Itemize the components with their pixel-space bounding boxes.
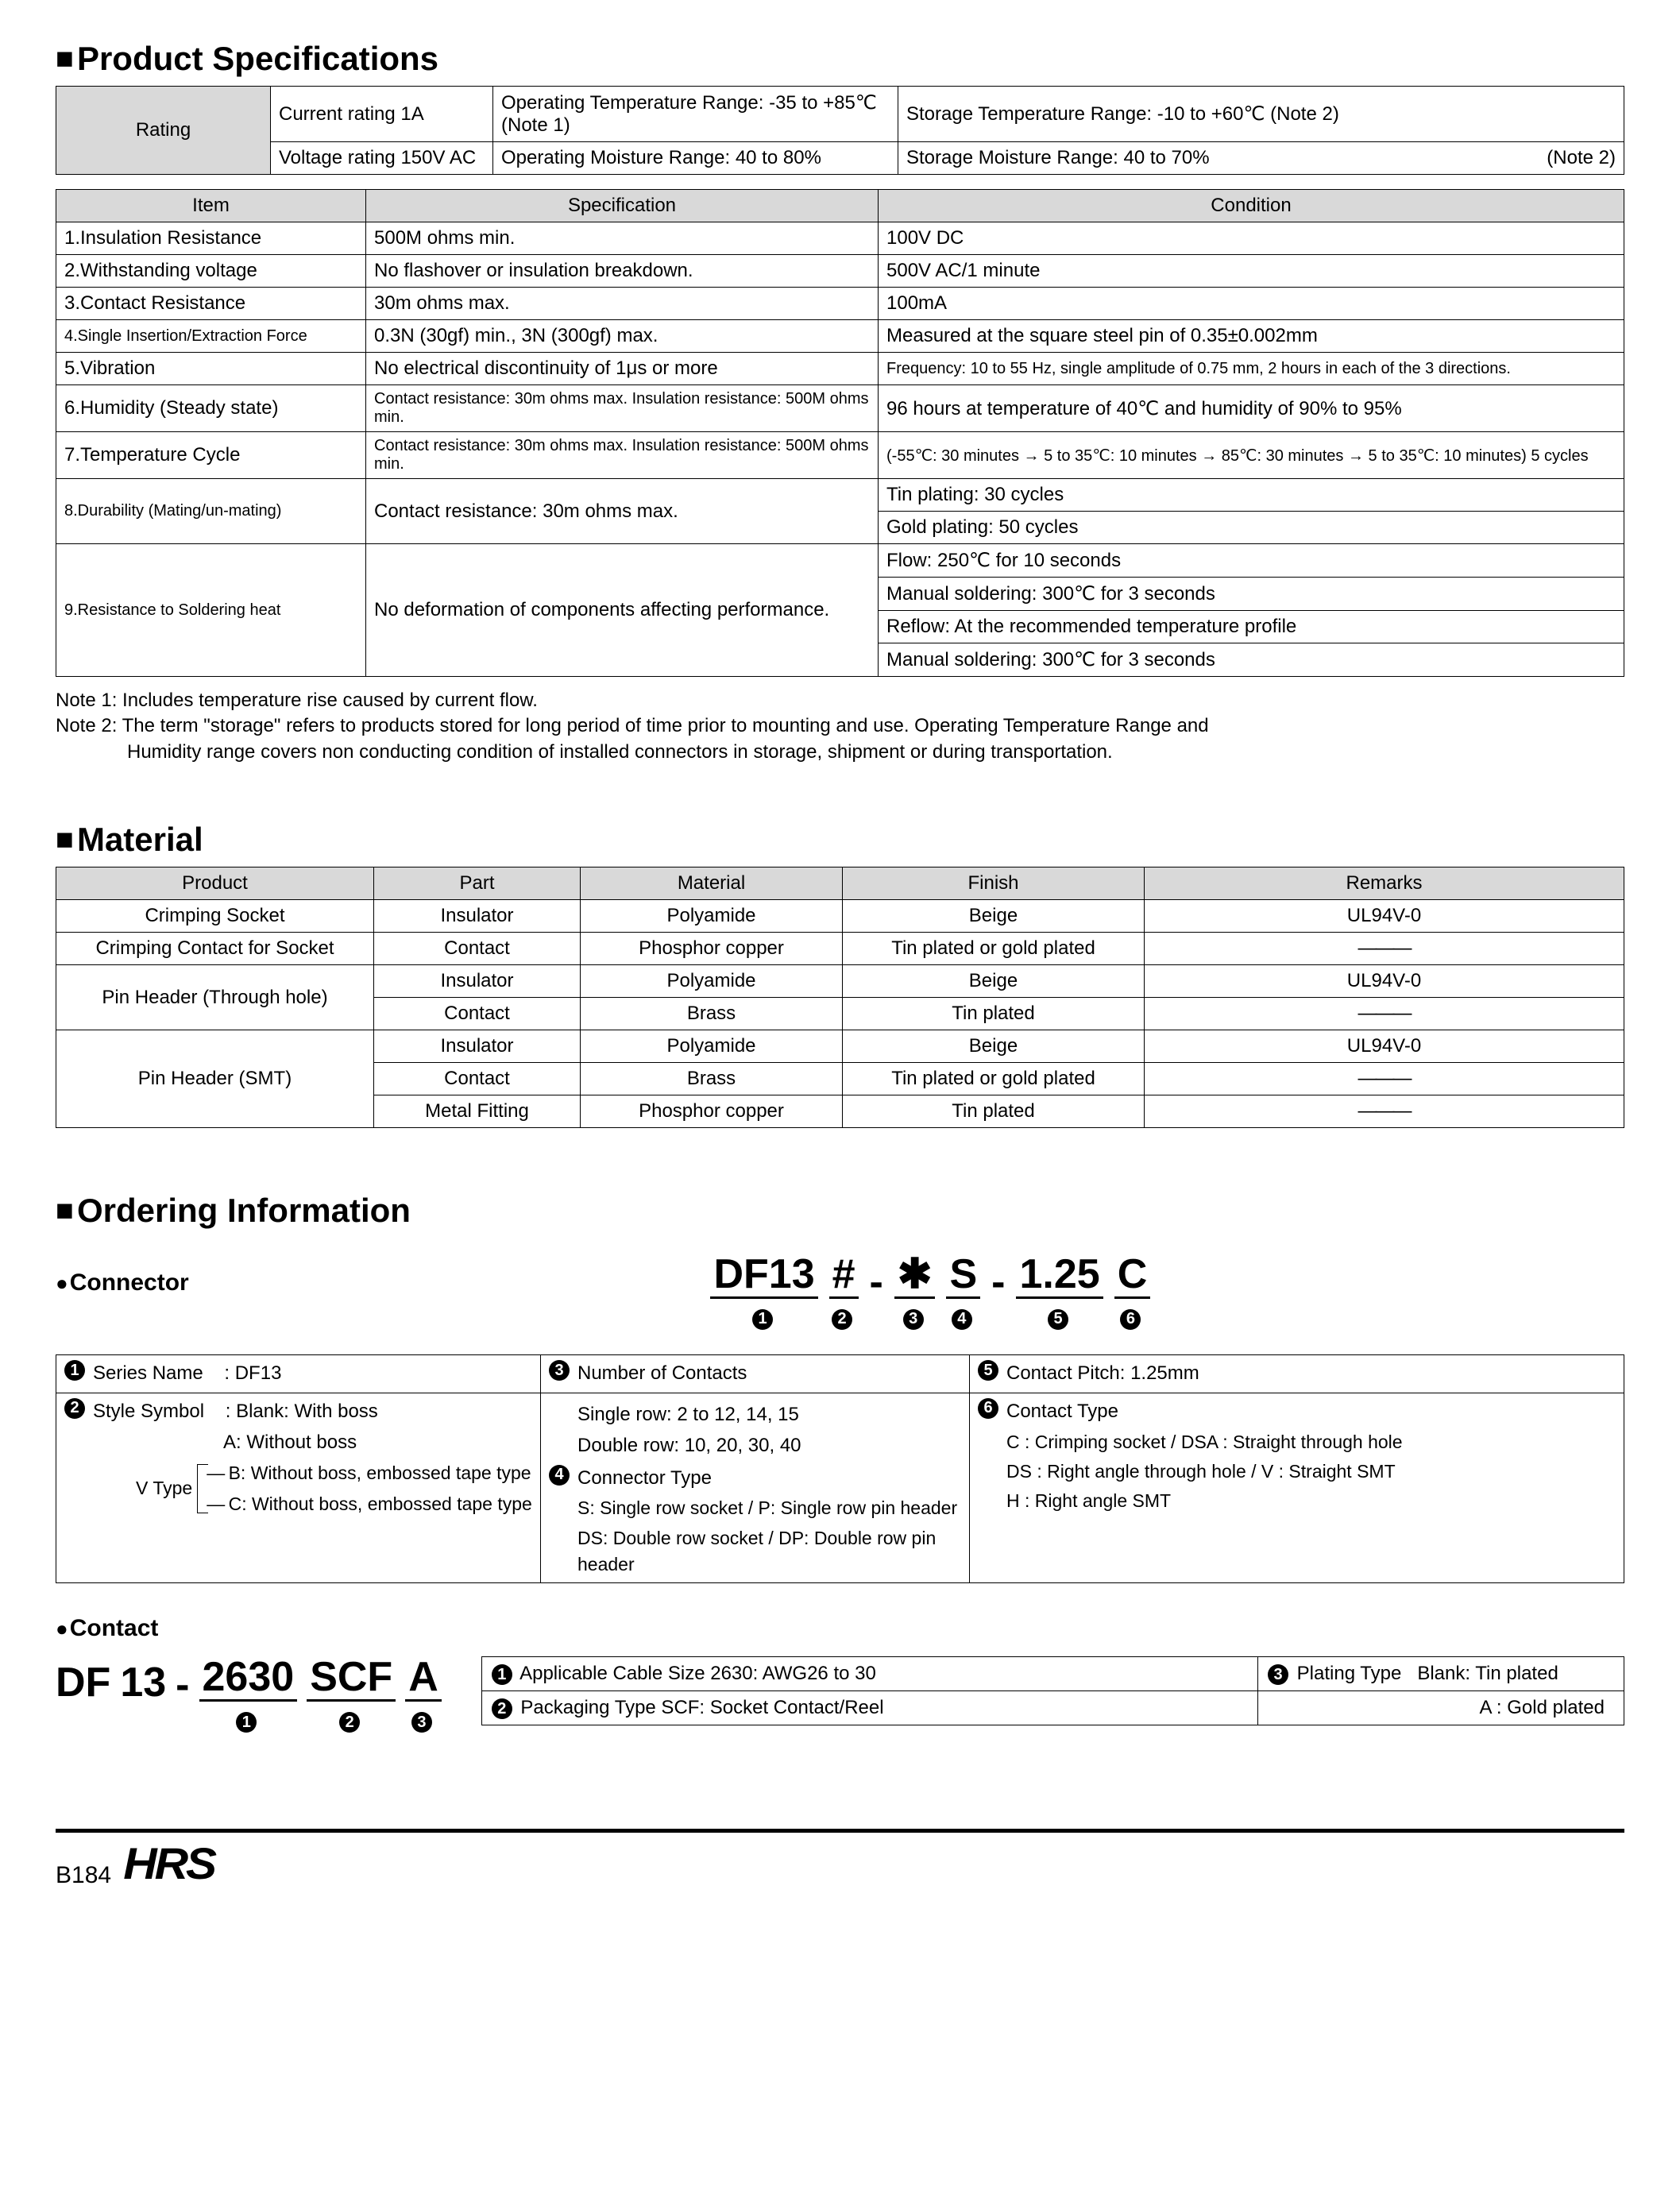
table-row: 6.Humidity (Steady state)Contact resista… bbox=[56, 385, 1624, 432]
legend-cell: 5Contact Pitch: 1.25mm bbox=[970, 1355, 1624, 1393]
brand-logo: HRS bbox=[123, 1837, 214, 1889]
rating-stmoist: Storage Moisture Range: 40 to 70% (Note … bbox=[898, 142, 1624, 175]
legend-cell: Single row: 2 to 12, 14, 15 Double row: … bbox=[541, 1393, 970, 1582]
sub-title-contact: Contact bbox=[56, 1615, 1624, 1642]
legend-cell: 3Number of Contacts bbox=[541, 1355, 970, 1393]
table-row: Pin Header (SMT)InsulatorPolyamideBeigeU… bbox=[56, 1030, 1624, 1063]
rating-header: Rating bbox=[56, 87, 271, 175]
page-footer: B184 HRS bbox=[56, 1829, 1624, 1889]
section-title-material: Material bbox=[56, 821, 1624, 859]
legend-cell: 2 Packaging Type SCF: Socket Contact/Ree… bbox=[482, 1691, 1258, 1725]
spec-table: Item Specification Condition 1.Insulatio… bbox=[56, 189, 1624, 677]
note-1: Note 1: Includes temperature rise caused… bbox=[56, 688, 1624, 713]
note-2a: Note 2: The term "storage" refers to pro… bbox=[56, 713, 1624, 739]
contact-legend: 1 Applicable Cable Size 2630: AWG26 to 3… bbox=[481, 1656, 1624, 1725]
legend-cell: 6Contact Type C : Crimping socket / DSA … bbox=[970, 1393, 1624, 1582]
table-row: 7.Temperature CycleContact resistance: 3… bbox=[56, 432, 1624, 479]
legend-cell: 1 Applicable Cable Size 2630: AWG26 to 3… bbox=[482, 1657, 1258, 1691]
table-row: 8.Durability (Mating/un-mating) Contact … bbox=[56, 479, 1624, 512]
table-row: 4.Single Insertion/Extraction Force0.3N … bbox=[56, 320, 1624, 353]
spec-th-spec: Specification bbox=[366, 190, 879, 222]
section-title-ordering: Ordering Information bbox=[56, 1192, 1624, 1230]
table-row: 1.Insulation Resistance500M ohms min.100… bbox=[56, 222, 1624, 255]
table-row: Crimping SocketInsulatorPolyamideBeigeUL… bbox=[56, 900, 1624, 933]
sub-title-connector: Connector bbox=[56, 1269, 189, 1296]
rating-optemp: Operating Temperature Range: -35 to +85℃… bbox=[493, 87, 898, 142]
spec-th-cond: Condition bbox=[879, 190, 1624, 222]
table-row: Pin Header (Through hole)InsulatorPolyam… bbox=[56, 965, 1624, 998]
rating-current: Current rating 1A bbox=[271, 87, 493, 142]
contact-part-number: DF 13 - 26301 SCF2 A3 bbox=[56, 1656, 442, 1733]
connector-legend: 1Series Name : DF13 3Number of Contacts … bbox=[56, 1354, 1624, 1583]
notes: Note 1: Includes temperature rise caused… bbox=[56, 688, 1624, 765]
rating-voltage: Voltage rating 150V AC bbox=[271, 142, 493, 175]
rating-sttemp: Storage Temperature Range: -10 to +60℃ (… bbox=[898, 87, 1624, 142]
legend-cell: 1Series Name : DF13 bbox=[56, 1355, 541, 1393]
table-row: Crimping Contact for SocketContactPhosph… bbox=[56, 933, 1624, 965]
table-row: 9.Resistance to Soldering heat No deform… bbox=[56, 544, 1624, 578]
table-row: 3.Contact Resistance30m ohms max.100mA bbox=[56, 288, 1624, 320]
table-row: 5.VibrationNo electrical discontinuity o… bbox=[56, 353, 1624, 385]
mat-th-fin: Finish bbox=[843, 867, 1145, 900]
spec-th-item: Item bbox=[56, 190, 366, 222]
legend-cell: A : Gold plated bbox=[1258, 1691, 1624, 1725]
connector-part-number: DF131 #2 - ✱3 S4 - 1.255 C6 bbox=[237, 1254, 1624, 1331]
legend-cell: 3 Plating Type Blank: Tin plated bbox=[1258, 1657, 1624, 1691]
rating-opmoist: Operating Moisture Range: 40 to 80% bbox=[493, 142, 898, 175]
mat-th-rem: Remarks bbox=[1145, 867, 1624, 900]
note-2b: Humidity range covers non conducting con… bbox=[56, 740, 1624, 765]
legend-cell: 2Style Symbol : Blank: With boss A: With… bbox=[56, 1393, 541, 1582]
rating-table: Rating Current rating 1A Operating Tempe… bbox=[56, 86, 1624, 175]
section-title-spec: Product Specifications bbox=[56, 40, 1624, 78]
table-row: 2.Withstanding voltageNo flashover or in… bbox=[56, 255, 1624, 288]
mat-th-mat: Material bbox=[581, 867, 843, 900]
mat-th-part: Part bbox=[374, 867, 581, 900]
mat-th-prod: Product bbox=[56, 867, 374, 900]
page-number: B184 bbox=[56, 1862, 111, 1889]
material-table: Product Part Material Finish Remarks Cri… bbox=[56, 867, 1624, 1128]
